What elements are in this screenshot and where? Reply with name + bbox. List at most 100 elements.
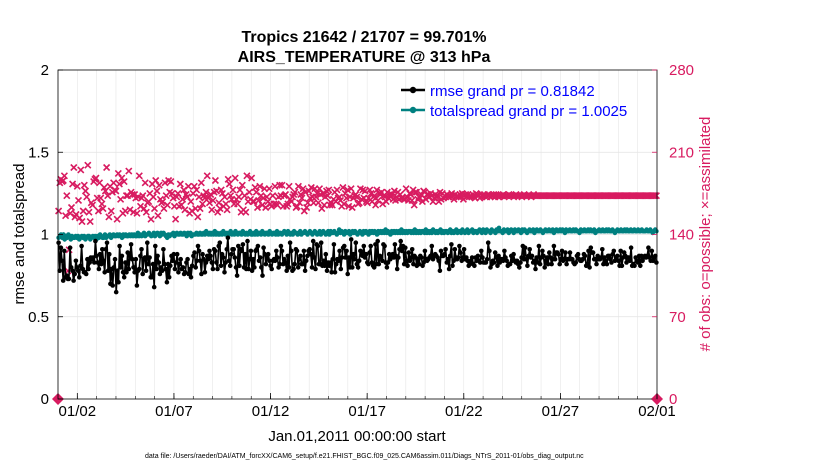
rmse-point	[348, 237, 354, 242]
obs-point	[110, 179, 118, 187]
obs-point	[236, 186, 244, 194]
obs-point	[74, 196, 83, 204]
rmse-point	[556, 251, 561, 257]
obs-point	[422, 195, 430, 203]
rmse-point	[226, 258, 232, 264]
rmse-point	[343, 255, 348, 260]
obs-point	[104, 192, 112, 200]
obs-point	[122, 192, 130, 200]
rmse-point	[593, 256, 598, 262]
rmse-point	[542, 265, 547, 270]
left-tick-label: 2	[41, 62, 49, 79]
obs-point	[252, 188, 260, 196]
obs-point	[80, 181, 88, 189]
rmse-point	[279, 248, 285, 254]
rmse-point	[90, 255, 96, 260]
obs-point	[207, 190, 215, 199]
obs-point	[300, 207, 308, 215]
rmse-point	[361, 243, 367, 249]
rmse-point	[66, 276, 72, 282]
rmse-point	[323, 251, 329, 257]
rmse-point	[609, 260, 614, 265]
rmse-point	[294, 248, 300, 254]
rmse-point	[120, 270, 126, 275]
obs-point	[60, 172, 68, 180]
rmse-point	[287, 240, 293, 245]
rmse-point	[537, 261, 543, 267]
rmse-point	[415, 256, 421, 262]
rmse-point	[312, 255, 317, 260]
obs-point	[291, 188, 299, 196]
obs-point	[208, 206, 216, 214]
rmse-point	[298, 253, 303, 259]
rmse-point	[522, 245, 528, 250]
rmse-point	[375, 238, 381, 244]
rmse-point	[635, 260, 641, 265]
obs-point	[150, 205, 159, 213]
rmse-point	[477, 260, 483, 265]
rmse-point	[563, 250, 568, 255]
obs-point	[269, 192, 277, 200]
obs-point	[249, 198, 257, 206]
rmse-point	[193, 265, 198, 270]
rmse-point	[392, 242, 398, 247]
rmse-point	[162, 261, 167, 267]
rmse-point	[131, 265, 136, 270]
obs-point	[333, 186, 341, 194]
rmse-point	[547, 250, 552, 255]
rmse-point	[95, 260, 100, 265]
rmse-point	[105, 268, 111, 274]
rmse-point	[210, 266, 216, 272]
rmse-point	[363, 251, 369, 257]
legend-spread-marker	[409, 106, 417, 114]
rmse-point	[260, 273, 265, 278]
rmse-point	[60, 278, 66, 283]
rmse-point	[242, 251, 248, 257]
obs-point	[197, 179, 205, 187]
rmse-point	[263, 261, 269, 267]
obs-point	[83, 193, 91, 201]
obs-point	[234, 200, 242, 208]
obs-point	[154, 212, 162, 220]
obs-point	[103, 163, 111, 172]
obs-point	[97, 194, 105, 202]
x-tick-label: 01/17	[348, 403, 386, 420]
rmse-point	[127, 253, 133, 259]
x-tick-label: 01/22	[445, 403, 483, 420]
rmse-point	[461, 247, 467, 252]
rmse-point	[398, 238, 404, 244]
rmse-point	[209, 260, 215, 265]
rmse-point	[203, 260, 209, 265]
rmse-point	[164, 279, 170, 285]
rmse-point	[274, 248, 279, 254]
rmse-point	[143, 268, 149, 274]
obs-point	[372, 201, 380, 209]
rmse-point	[458, 250, 463, 255]
rmse-point	[278, 243, 284, 249]
rmse-point	[259, 265, 264, 270]
obs-point	[222, 200, 230, 208]
rmse-point	[401, 261, 407, 267]
obs-point	[339, 183, 347, 192]
rmse-point	[59, 258, 65, 264]
rmse-point	[212, 248, 218, 254]
rmse-point	[107, 251, 112, 257]
obs-point	[88, 201, 97, 209]
rmse-point	[406, 250, 412, 255]
left-tick-label: 1	[41, 227, 49, 244]
rmse-point	[324, 268, 330, 274]
obs-point	[112, 187, 120, 195]
rmse-point	[310, 238, 316, 244]
rmse-point	[218, 263, 224, 269]
rmse-point	[446, 266, 452, 272]
rmse-point	[419, 255, 424, 260]
obs-point	[374, 196, 382, 204]
obs-point	[203, 172, 211, 180]
rmse-point	[123, 260, 128, 265]
rmse-point	[217, 240, 223, 245]
rmse-point	[237, 263, 242, 269]
rmse-point	[611, 248, 617, 254]
obs-point	[413, 188, 421, 196]
left-tick-label: 1.5	[28, 144, 49, 161]
rmse-point	[615, 253, 620, 259]
